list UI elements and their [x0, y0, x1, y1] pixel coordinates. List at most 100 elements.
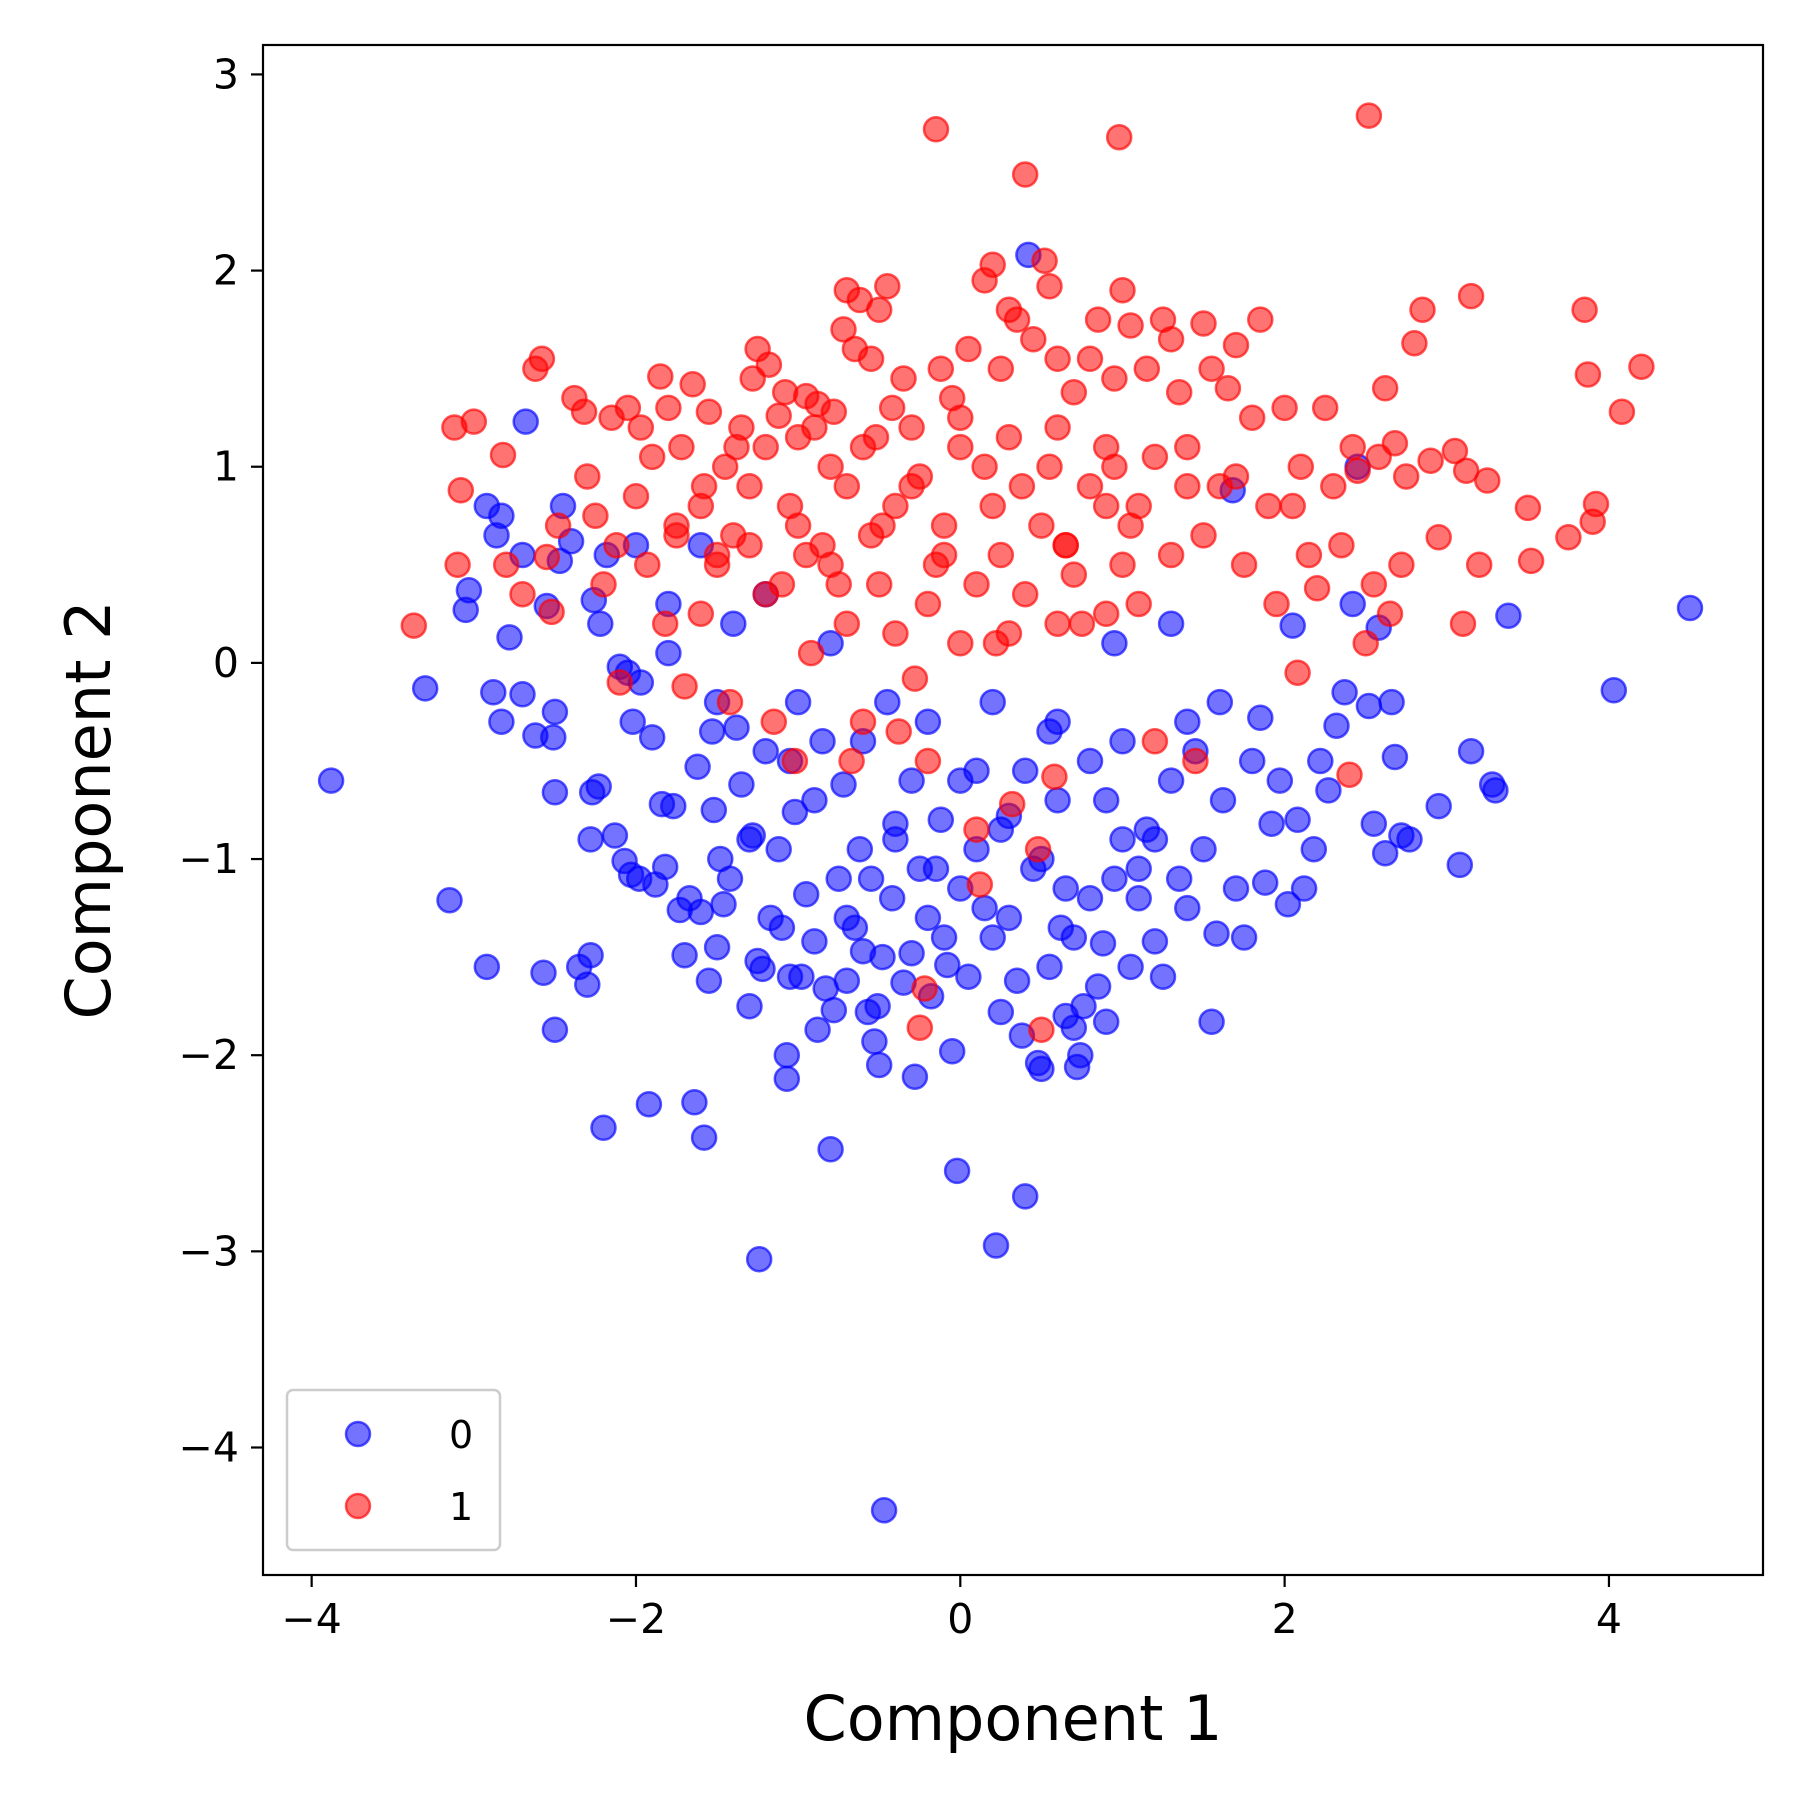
point-series-0: [1092, 1008, 1120, 1036]
point-series-1: [963, 816, 990, 843]
y-tick-label: 0: [213, 639, 239, 687]
point-series-1: [820, 398, 848, 426]
point-series-1: [1608, 398, 1636, 426]
point-series-0: [1230, 924, 1258, 951]
point-series-0: [687, 898, 715, 926]
point-series-1: [979, 251, 1006, 278]
point-series-0: [1206, 688, 1234, 716]
point-series-0: [1307, 747, 1334, 775]
point-series-1: [833, 473, 861, 500]
y-tick-label: 3: [213, 50, 239, 98]
point-series-1: [797, 639, 825, 667]
point-series-1: [1076, 345, 1104, 373]
point-series-1: [930, 512, 958, 539]
point-series-0: [577, 941, 604, 969]
point-series-0: [736, 992, 763, 1020]
point-series-0: [765, 835, 792, 863]
legend-marker-0: [344, 1420, 372, 1448]
point-series-1: [655, 394, 682, 422]
point-series-0: [480, 679, 507, 706]
point-series-1: [781, 747, 809, 775]
point-series-0: [655, 639, 682, 667]
point-series-0: [979, 688, 1006, 716]
point-series-1: [1117, 312, 1144, 339]
point-series-1: [1311, 394, 1339, 422]
point-series-1: [955, 335, 982, 363]
point-series-1: [833, 610, 861, 637]
point-series-1: [784, 512, 812, 539]
point-series-0: [1209, 786, 1237, 814]
point-series-1: [1092, 492, 1120, 520]
point-series-0: [938, 1038, 966, 1065]
point-series-1: [1457, 282, 1485, 310]
point-series-1: [1011, 580, 1039, 608]
point-series-0: [681, 1089, 708, 1116]
point-series-0: [1190, 835, 1217, 863]
point-series-0: [817, 1136, 844, 1163]
point-series-1: [1409, 296, 1436, 324]
point-series-0: [1339, 590, 1366, 618]
point-series-0: [1076, 885, 1104, 912]
point-series-0: [436, 886, 463, 914]
point-series-1: [1465, 551, 1493, 579]
point-series-0: [736, 826, 763, 853]
point-series-1: [1157, 325, 1185, 353]
point-series-1: [1371, 375, 1399, 402]
point-series-1: [1044, 610, 1071, 637]
point-series-1: [1036, 273, 1063, 300]
point-series-1: [922, 551, 950, 579]
point-series-1: [1514, 494, 1542, 522]
point-series-0: [784, 688, 812, 716]
point-series-1: [1222, 463, 1250, 490]
point-series-1: [1109, 551, 1136, 579]
point-series-0: [1157, 610, 1185, 637]
points-layer: [317, 102, 1704, 1524]
point-series-1: [995, 620, 1023, 647]
y-axis-label: Component 2: [52, 600, 125, 1019]
point-series-1: [687, 492, 715, 520]
point-series-1: [830, 316, 857, 343]
point-series-0: [1425, 792, 1452, 820]
point-series-0: [703, 934, 731, 961]
point-series-1: [1008, 473, 1036, 500]
point-series-0: [1125, 855, 1152, 883]
point-series-1: [1028, 512, 1055, 539]
point-series-1: [1425, 524, 1452, 551]
point-series-0: [979, 924, 1006, 951]
point-series-0: [1149, 963, 1177, 990]
point-series-0: [1331, 679, 1358, 706]
point-series-0: [1125, 885, 1152, 912]
point-series-0: [898, 767, 925, 794]
point-series-0: [1300, 835, 1328, 863]
point-series-1: [538, 598, 565, 626]
point-series-0: [901, 1063, 929, 1091]
point-series-0: [1109, 826, 1136, 853]
point-series-1: [882, 620, 909, 647]
point-series-0: [587, 610, 614, 637]
legend-label-1: 1: [449, 1485, 473, 1529]
point-series-1: [987, 541, 1015, 569]
point-series-1: [651, 610, 679, 637]
point-series-1: [1355, 102, 1383, 129]
point-series-0: [509, 681, 536, 708]
point-series-0: [1036, 718, 1063, 745]
point-series-0: [1157, 767, 1185, 794]
point-series-1: [1182, 747, 1209, 775]
point-series-0: [1446, 851, 1474, 879]
point-series-1: [1101, 453, 1128, 480]
point-series-0: [1279, 612, 1306, 639]
point-series-0: [878, 885, 906, 912]
y-axis: −4 −3 −2 −1 0 1 2 3: [179, 50, 263, 1472]
point-series-1: [971, 453, 998, 480]
point-series-0: [882, 826, 909, 853]
point-series-1: [1076, 473, 1104, 500]
point-series-1: [460, 408, 488, 435]
point-series-1: [447, 477, 475, 504]
point-series-0: [870, 1497, 898, 1524]
point-series-1: [509, 580, 536, 608]
point-series-1: [622, 482, 650, 510]
legend-label-0: 0: [449, 1413, 473, 1457]
point-series-1: [1279, 492, 1306, 520]
point-series-0: [1174, 708, 1201, 735]
point-series-0: [635, 1090, 663, 1118]
